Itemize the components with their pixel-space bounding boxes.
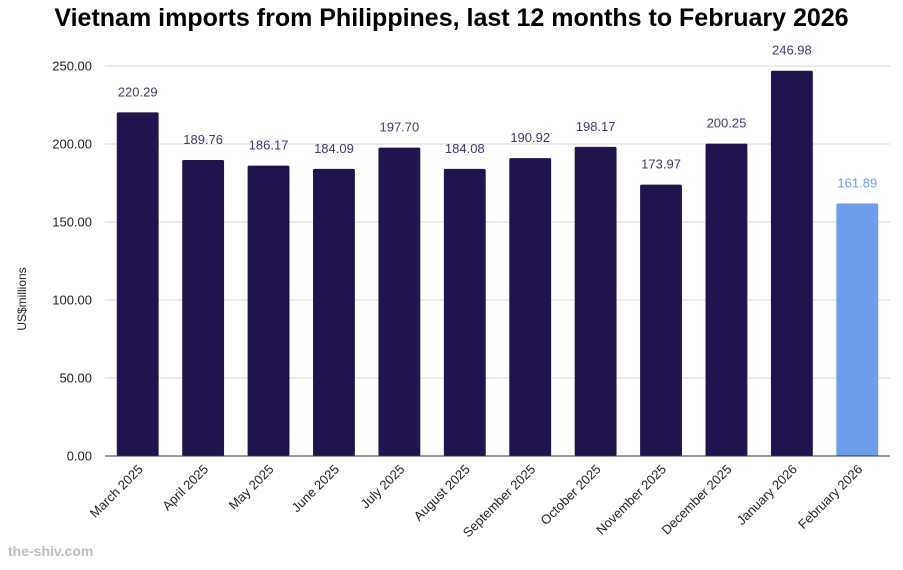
- y-tick-label: 150.00: [52, 215, 92, 230]
- x-tick-label: November 2025: [593, 462, 669, 538]
- watermark: the-shiv.com: [8, 543, 94, 559]
- y-tick-label: 0.00: [67, 449, 92, 464]
- data-label: 186.17: [249, 138, 289, 153]
- y-axis-title: US$millions: [15, 267, 29, 330]
- bar: [443, 168, 486, 456]
- x-tick-label: March 2025: [87, 462, 146, 521]
- y-tick-label: 250.00: [52, 59, 92, 74]
- y-tick-label: 50.00: [59, 371, 92, 386]
- bar: [116, 112, 159, 457]
- y-axis-ticks: 0.00 50.00 100.00 150.00 200.00 250.00: [52, 59, 92, 464]
- bar: [705, 143, 748, 457]
- x-tick-label: April 2025: [159, 462, 211, 514]
- bar: [770, 70, 813, 457]
- data-label: 220.29: [118, 84, 158, 99]
- data-label: 198.17: [576, 119, 616, 134]
- x-tick-label: June 2025: [289, 462, 343, 516]
- bars: [116, 70, 879, 457]
- y-tick-label: 200.00: [52, 137, 92, 152]
- bar: [182, 159, 225, 456]
- bar: [313, 168, 355, 457]
- x-tick-label: December 2025: [659, 462, 735, 538]
- data-label: 161.89: [837, 175, 877, 190]
- y-tick-label: 100.00: [52, 293, 92, 308]
- data-label: 200.25: [707, 116, 747, 131]
- bar: [378, 147, 421, 456]
- gridlines: [105, 65, 890, 379]
- x-tick-label: February 2026: [795, 462, 865, 532]
- bar: [836, 203, 879, 456]
- data-label: 184.09: [314, 141, 354, 156]
- x-axis-labels: March 2025 April 2025 May 2025 June 2025 Jul…: [87, 462, 866, 541]
- bar: [247, 165, 290, 456]
- chart-title: Vietnam imports from Philippines, last 1…: [54, 4, 849, 32]
- data-labels: 220.29 189.76 186.17 184.09 197.70 184.08 190.…: [118, 43, 877, 191]
- bar: [640, 184, 682, 456]
- data-label: 173.97: [641, 157, 681, 172]
- bar: [509, 158, 552, 456]
- x-tick-label: August 2025: [411, 462, 473, 524]
- x-tick-label: January 2026: [734, 462, 800, 528]
- x-tick-label: July 2025: [358, 462, 408, 512]
- data-label: 189.76: [183, 132, 223, 147]
- data-label: 197.70: [379, 120, 419, 135]
- data-label: 246.98: [772, 43, 812, 58]
- data-label: 184.08: [445, 141, 485, 156]
- x-tick-label: May 2025: [226, 462, 277, 513]
- bar: [574, 146, 617, 456]
- x-tick-label: October 2025: [537, 462, 603, 528]
- data-label: 190.92: [510, 130, 550, 145]
